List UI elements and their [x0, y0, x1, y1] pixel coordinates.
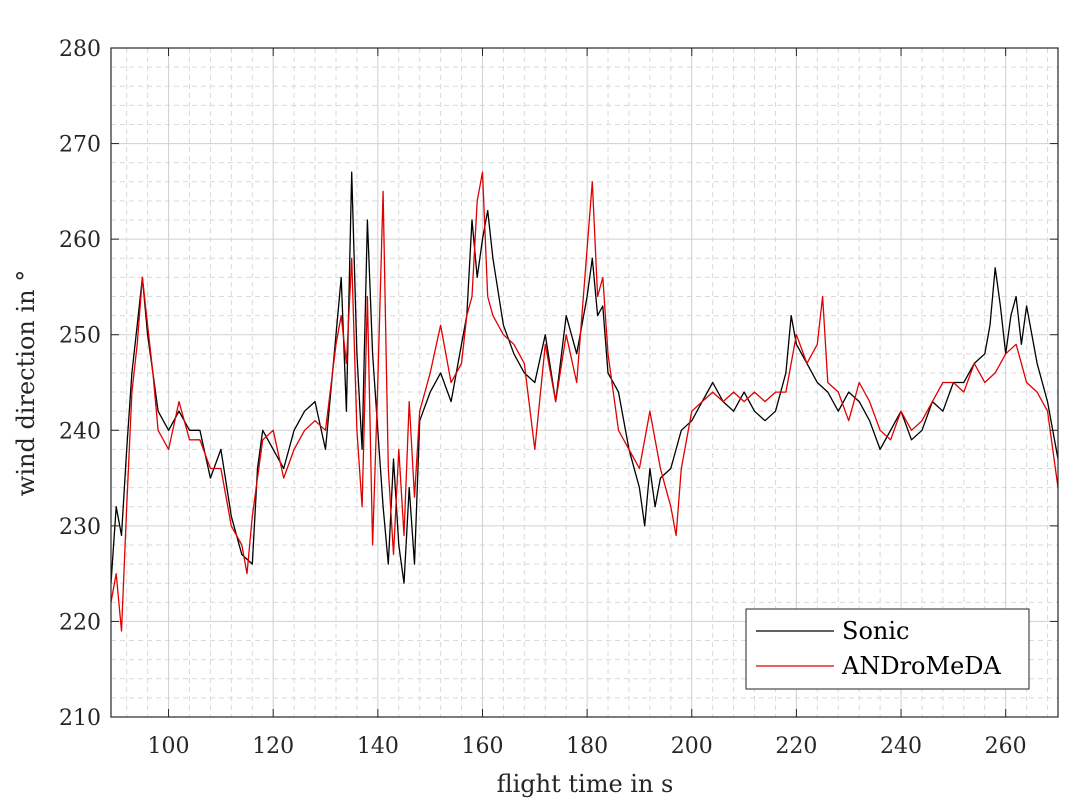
legend-label-sonic: Sonic: [842, 617, 909, 645]
x-tick-label: 120: [252, 734, 294, 759]
legend-label-andromeda: ANDroMeDA: [841, 652, 1002, 680]
x-tick-label: 220: [775, 734, 817, 759]
legend-box: [745, 608, 1030, 690]
y-tick-label: 280: [59, 37, 101, 62]
minor-grid: [111, 48, 1058, 717]
x-tick-label: 200: [671, 734, 713, 759]
x-axis-label: flight time in s: [497, 770, 674, 798]
y-tick-label: 250: [59, 324, 101, 349]
x-tick-label: 140: [357, 734, 399, 759]
y-axis-label: wind direction in °: [12, 270, 40, 496]
x-tick-label: 240: [880, 734, 922, 759]
series-line-andromeda: [110, 171, 1059, 632]
plot-background: [111, 48, 1058, 717]
y-tick-label: 220: [59, 610, 101, 635]
x-tick-label: 180: [566, 734, 608, 759]
legend: Sonic ANDroMeDA: [745, 608, 1030, 690]
y-tick-label: 240: [59, 419, 101, 444]
series-line-sonic: [110, 171, 1059, 584]
x-tick-label: 260: [985, 734, 1027, 759]
y-tick-label: 270: [59, 133, 101, 158]
y-tick-label: 230: [59, 515, 101, 540]
x-tick-label: 160: [461, 734, 503, 759]
x-tick-labels: 100 120 140 160 180 200 220 240 260: [148, 734, 1027, 759]
y-tick-labels: 210 220 230 240 250 260 270 280: [59, 37, 101, 731]
x-tick-label: 100: [148, 734, 190, 759]
y-tick-label: 210: [59, 706, 101, 731]
series-layer: [110, 171, 1059, 632]
plot-frame: [110, 47, 1059, 718]
y-tick-label: 260: [59, 228, 101, 253]
